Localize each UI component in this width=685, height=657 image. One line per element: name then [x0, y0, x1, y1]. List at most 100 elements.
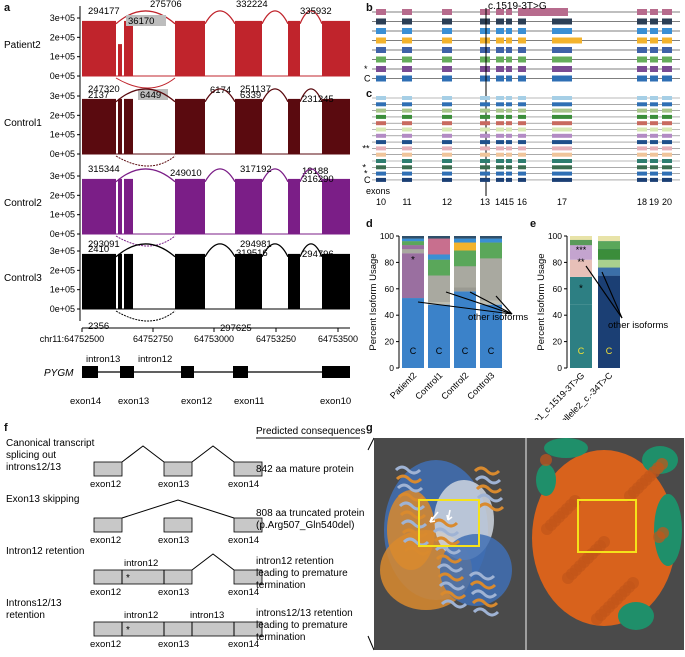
exon-block [480, 96, 490, 100]
exon-block [637, 66, 647, 72]
exon-block [402, 28, 412, 34]
exon-block [496, 66, 504, 72]
splice-line [191, 445, 235, 463]
surface-patch [618, 602, 654, 630]
y-tick-label: 100 [548, 231, 562, 241]
exon-block [650, 18, 658, 25]
exon-block [552, 171, 572, 176]
exon-block [442, 133, 452, 138]
exon-block [480, 159, 490, 163]
exon-label: exon13 [158, 639, 189, 650]
exon-block [662, 146, 672, 151]
bar-segment [454, 266, 476, 288]
exon-block [376, 75, 386, 82]
exon-block [518, 28, 526, 34]
exon-block [506, 9, 512, 15]
y-axis-label: Percent Isoform Usage [536, 253, 547, 350]
exon-block [506, 28, 512, 34]
exon-box [233, 517, 263, 533]
exon-block [442, 66, 452, 72]
gene-exon-label: exon12 [181, 396, 212, 407]
exon-block [442, 127, 452, 132]
coverage-block [322, 20, 350, 76]
consequence-text: leading to premature [256, 568, 348, 579]
gene-name: PYGM [44, 368, 74, 379]
exon-block [376, 37, 386, 44]
exon-block [442, 140, 452, 145]
annotation-label: other isoforms [608, 320, 668, 331]
bar-segment [454, 250, 476, 267]
bar-segment [402, 236, 424, 239]
helix [395, 474, 423, 484]
splicing-consequences-panel: Predicted consequences Canonical transcri… [6, 426, 366, 650]
y-tick-label: 2e+05 [50, 32, 75, 42]
exon-block [552, 56, 572, 63]
surface-bump [653, 531, 665, 543]
exon-block [402, 133, 412, 138]
exon-block [442, 28, 452, 34]
coverage-block [82, 178, 116, 234]
exon-block [650, 171, 658, 176]
transcript-title: Canonical transcript [6, 438, 95, 449]
exon-block [480, 37, 490, 44]
isoform-mark: C [364, 74, 371, 84]
retained-block [93, 621, 263, 637]
coverage-block [124, 178, 133, 234]
bar-label: C [462, 346, 469, 356]
exon-block [506, 75, 512, 82]
exon-block [506, 171, 512, 176]
junction-count: 335932 [300, 6, 332, 17]
y-tick-label: 20 [385, 337, 395, 347]
exon-block [496, 37, 504, 44]
exon-block [480, 18, 490, 25]
helix [402, 537, 430, 547]
coverage-block [235, 20, 262, 76]
exon-block [480, 66, 490, 72]
exon-block [376, 102, 386, 107]
panel-letter-d: d [366, 218, 373, 230]
exon-block [496, 18, 504, 25]
helix [403, 546, 431, 556]
exon-block [518, 37, 526, 44]
exon-block [662, 159, 672, 163]
junction-count: 251137 [240, 84, 271, 95]
sample-label: Control3 [4, 273, 42, 284]
transcript-row: Intron12 retention intron12 * exon12 exon13 e… [6, 546, 348, 598]
exon-block [662, 102, 672, 107]
annotation-label: other isoforms [468, 312, 528, 323]
exon-block [637, 140, 647, 145]
helix [396, 483, 424, 493]
intron-label: intron12 [124, 558, 158, 569]
exon-block [496, 159, 504, 163]
helix [440, 599, 468, 609]
exon-block [650, 66, 658, 72]
exon-block [518, 114, 526, 119]
bar-segment [428, 254, 450, 260]
exon-block [442, 9, 452, 15]
exon-number: 18 [637, 197, 647, 207]
coverage-block [175, 20, 205, 76]
helix [471, 598, 499, 608]
junction-count-low: 2137 [88, 90, 109, 101]
exon-block [480, 75, 490, 82]
exon-block [662, 18, 672, 25]
sashimi-track-control1: 3e+05 2e+05 1e+05 0e+05 Control1 247320 251137… [4, 84, 350, 179]
consequences-header: Predicted consequences [256, 426, 366, 437]
exon-block [376, 165, 386, 170]
exon-block [518, 177, 526, 182]
exon-block [662, 66, 672, 72]
y-tick-label: 60 [553, 284, 563, 294]
exon-block [402, 152, 412, 157]
bar-segment [598, 275, 620, 368]
exon-number: 10 [376, 197, 386, 207]
y-tick-label: 80 [553, 257, 563, 267]
exon-number: 17 [557, 197, 567, 207]
exon-block [637, 108, 647, 113]
panel-letter-c: c [366, 88, 373, 100]
exon-block [496, 28, 504, 34]
exon-block [442, 75, 452, 82]
junction-arc [261, 88, 289, 103]
junction-arc [261, 168, 289, 183]
exon-block [442, 102, 452, 107]
